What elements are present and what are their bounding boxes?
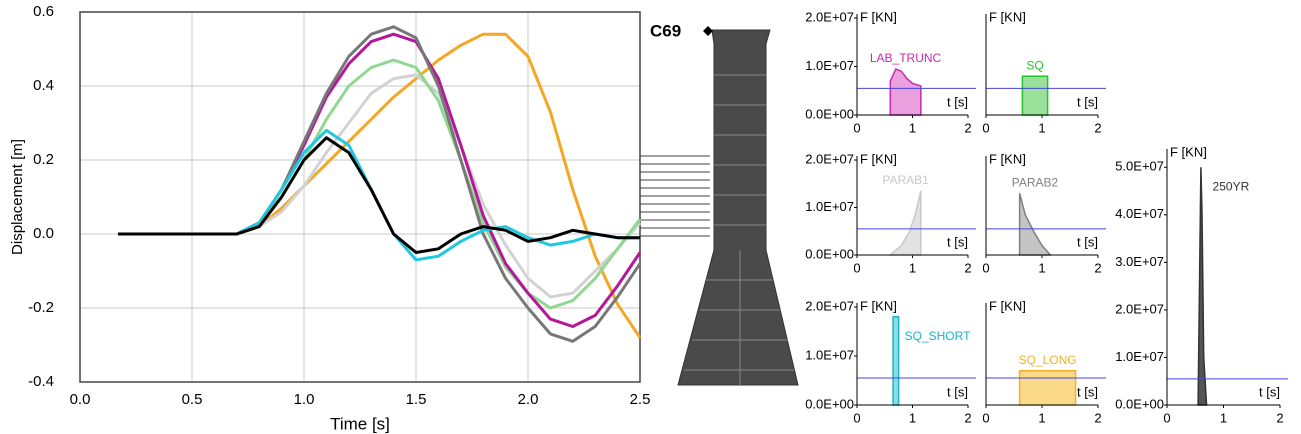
y-tick-label: 3.0E+07 bbox=[1115, 254, 1164, 269]
x-tick-label: 0 bbox=[853, 260, 860, 275]
y-tick-label: 1.0E+07 bbox=[805, 347, 854, 362]
axis-title: F [KN] bbox=[860, 298, 897, 313]
load-arrows bbox=[640, 156, 710, 236]
y-tick-label: 1.0E+07 bbox=[805, 58, 854, 73]
x-tick-label: 0.5 bbox=[182, 391, 203, 408]
force-pulse bbox=[890, 69, 921, 115]
x-tick-label: 2 bbox=[964, 410, 971, 425]
y-tick-label: 2.0E+07 bbox=[1115, 301, 1164, 316]
y-tick-label: 0.6 bbox=[33, 3, 54, 20]
figure: C69 0.0 0.5 1.0 1.5 2.0 2.5 -0.4 -0.2 0.0 0.2 0.4 0… bbox=[0, 0, 1301, 434]
pulse-label: SQ bbox=[1026, 58, 1043, 72]
y-tick-label: 1.0E+07 bbox=[805, 199, 854, 214]
x-axis-label: t [s] bbox=[1077, 94, 1098, 109]
x-tick-label: 0 bbox=[853, 120, 860, 135]
x-tick-label: 1 bbox=[1220, 410, 1227, 425]
plot-frame bbox=[80, 12, 640, 382]
y-tick-label: 0.0E+00 bbox=[805, 106, 854, 121]
force-pulse bbox=[1198, 167, 1206, 405]
y-tick-label: 5.0E+07 bbox=[1115, 159, 1164, 174]
x-tick-label: 0 bbox=[1163, 410, 1170, 425]
x-tick-label: 1 bbox=[909, 260, 916, 275]
series-line bbox=[118, 34, 640, 337]
axis-title: F [KN] bbox=[860, 9, 897, 24]
column-label: C69 bbox=[650, 21, 681, 40]
x-tick-label: 0 bbox=[982, 410, 989, 425]
axis-title: F [KN] bbox=[989, 9, 1026, 24]
y-tick-label: 0.0 bbox=[33, 225, 54, 242]
x-tick-label: 2 bbox=[1276, 410, 1283, 425]
axis-title: F [KN] bbox=[989, 298, 1026, 313]
x-tick-label: 1 bbox=[909, 410, 916, 425]
series-line bbox=[118, 34, 640, 326]
y-tick-label: 4.0E+07 bbox=[1115, 206, 1164, 221]
pulse-label: PARAB2 bbox=[1012, 175, 1059, 189]
y-tick-label: 2.0E+07 bbox=[805, 298, 854, 313]
x-tick-label: 1.5 bbox=[406, 391, 427, 408]
y-tick-label: -0.4 bbox=[28, 373, 54, 390]
pulse-label: 250YR bbox=[1213, 179, 1250, 193]
x-axis-label: t [s] bbox=[947, 384, 968, 399]
pulse-label: PARAB1 bbox=[882, 173, 929, 187]
y-tick-label: 2.0E+07 bbox=[805, 9, 854, 24]
force-pulse bbox=[890, 191, 921, 255]
axis-title: F [KN] bbox=[1170, 144, 1207, 159]
x-tick-label: 1.0 bbox=[294, 391, 315, 408]
x-tick-label: 2 bbox=[964, 120, 971, 135]
x-tick-label: 2 bbox=[1094, 120, 1101, 135]
x-tick-label: 1 bbox=[1038, 410, 1045, 425]
x-tick-label: 1 bbox=[1038, 260, 1045, 275]
pulse-label: LAB_TRUNC bbox=[870, 51, 942, 65]
pulse-label: SQ_SHORT bbox=[905, 329, 971, 343]
y-tick-label: 0.0E+00 bbox=[805, 396, 854, 411]
x-tick-label: 1 bbox=[909, 120, 916, 135]
column-body bbox=[678, 30, 798, 385]
x-tick-label: 2.0 bbox=[518, 391, 539, 408]
x-axis-label: t [s] bbox=[947, 234, 968, 249]
series-line bbox=[118, 75, 640, 297]
x-axis-label: t [s] bbox=[947, 94, 968, 109]
marker bbox=[703, 26, 713, 36]
force-pulse bbox=[1020, 371, 1076, 405]
y-tick-label: 0.0E+00 bbox=[1115, 396, 1164, 411]
x-axis-label: Time [s] bbox=[330, 414, 390, 433]
x-axis-label: t [s] bbox=[1259, 384, 1280, 399]
x-axis-label: t [s] bbox=[1077, 384, 1098, 399]
force-pulse bbox=[893, 317, 899, 405]
y-tick-label: 0.4 bbox=[33, 77, 54, 94]
y-tick-label: 0.2 bbox=[33, 151, 54, 168]
y-axis-label: Displacement [m] bbox=[9, 139, 26, 255]
x-axis-label: t [s] bbox=[1077, 234, 1098, 249]
y-tick-label: -0.2 bbox=[28, 299, 54, 316]
x-tick-label: 2.5 bbox=[630, 391, 651, 408]
y-tick-label: 0.0E+00 bbox=[805, 246, 854, 261]
axis-title: F [KN] bbox=[989, 151, 1026, 166]
x-tick-label: 1 bbox=[1038, 120, 1045, 135]
axis-title: F [KN] bbox=[860, 151, 897, 166]
y-tick-label: 2.0E+07 bbox=[805, 151, 854, 166]
force-pulse bbox=[1022, 76, 1047, 115]
series-line bbox=[118, 60, 640, 308]
x-tick-label: 2 bbox=[1094, 260, 1101, 275]
pulse-label: SQ_LONG bbox=[1019, 353, 1077, 367]
x-tick-label: 2 bbox=[964, 260, 971, 275]
column-drawing: C69 bbox=[640, 21, 798, 385]
x-tick-label: 0 bbox=[982, 120, 989, 135]
x-tick-label: 0.0 bbox=[70, 391, 91, 408]
x-tick-label: 2 bbox=[1094, 410, 1101, 425]
x-tick-label: 0 bbox=[982, 260, 989, 275]
y-tick-label: 1.0E+07 bbox=[1115, 349, 1164, 364]
force-pulse bbox=[1020, 193, 1051, 255]
x-tick-label: 0 bbox=[853, 410, 860, 425]
